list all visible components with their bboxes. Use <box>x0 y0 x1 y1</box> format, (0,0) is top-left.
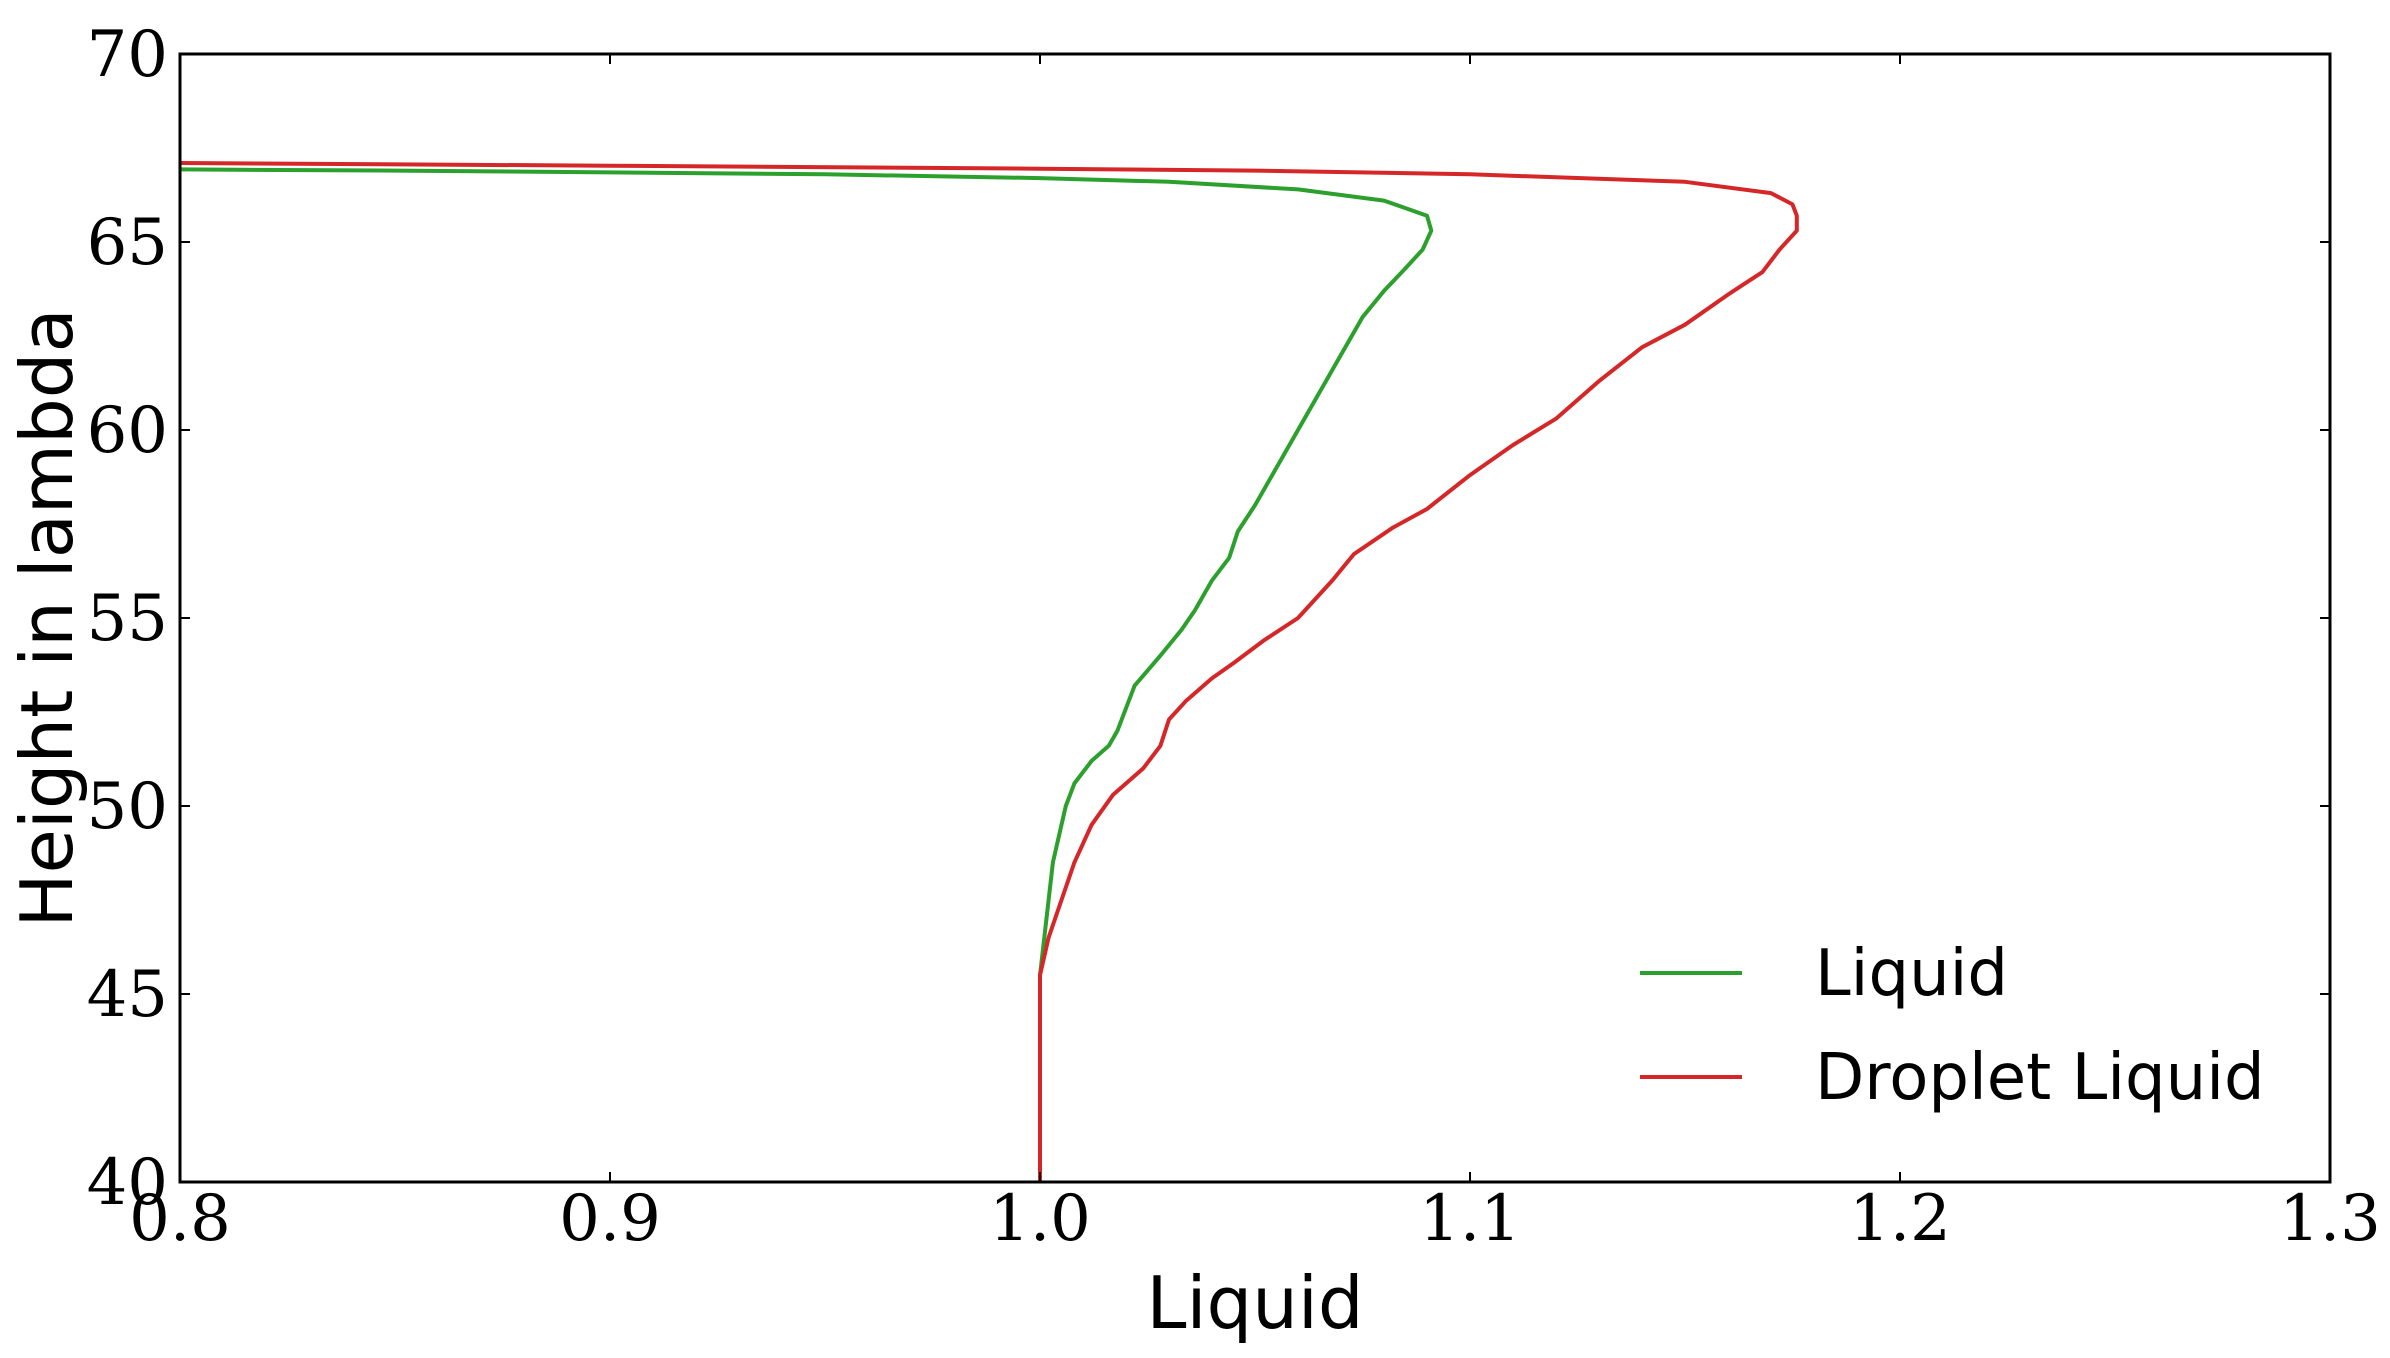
x-tick-label: 0.9 <box>559 1182 661 1256</box>
y-tick-label: 45 <box>87 958 168 1032</box>
x-tick-label: 1.2 <box>1849 1182 1951 1256</box>
series-line-1 <box>180 161 1799 1182</box>
series-line-0 <box>180 167 1434 1182</box>
tick-label-layer: 0.8 0.9 1.0 1.1 1.2 1.3 40 45 50 55 60 65 70 <box>87 18 2381 1256</box>
x-tick-label: 1.0 <box>989 1182 1091 1256</box>
y-tick-label: 55 <box>87 582 168 656</box>
legend: Liquid Droplet Liquid <box>1640 937 2265 1115</box>
x-tick-label: 1.3 <box>2279 1182 2381 1256</box>
y-tick-label: 60 <box>87 394 168 468</box>
y-tick-label: 50 <box>87 770 168 844</box>
x-axis-title: Liquid <box>1146 1261 1363 1345</box>
legend-label: Liquid <box>1815 937 2008 1011</box>
x-tick-label: 1.1 <box>1419 1182 1521 1256</box>
y-axis-title: Height in lambda <box>5 308 89 927</box>
y-tick-label: 70 <box>87 18 168 92</box>
legend-label: Droplet Liquid <box>1815 1041 2265 1115</box>
series-layer <box>180 161 1799 1182</box>
y-tick-label: 65 <box>87 206 168 280</box>
plot-frame <box>178 52 2332 1184</box>
x-tick-label: 0.8 <box>129 1182 231 1256</box>
y-tick-label: 40 <box>87 1146 168 1220</box>
tick-layer <box>179 53 2331 1183</box>
